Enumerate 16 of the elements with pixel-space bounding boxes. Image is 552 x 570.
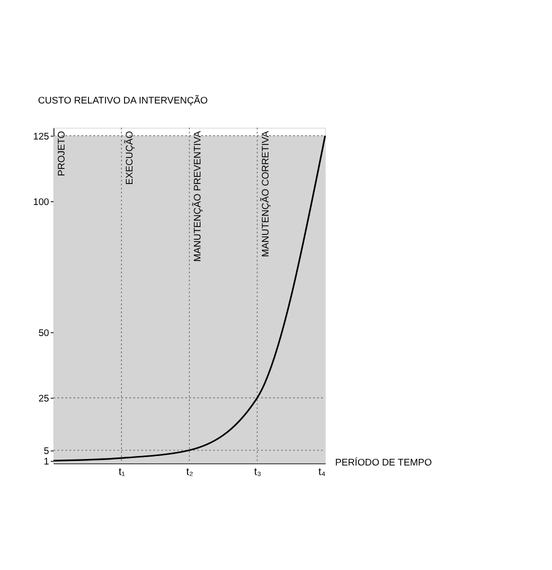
y-tick-label: 50	[38, 328, 50, 339]
x-tick-label: t₁	[118, 466, 126, 478]
y-tick-label: 1	[44, 456, 50, 468]
ref-line-label: EXECUÇÃO	[124, 131, 136, 185]
ref-line-label: MANUTENÇÃO PREVENTIVA	[192, 130, 204, 262]
ref-line-label: MANUTENÇÃO CORRETIVA	[259, 130, 272, 257]
y-tick-label: 5	[44, 446, 50, 457]
annotation: PROJETO	[56, 131, 68, 176]
x-tick-label: t₂	[186, 466, 194, 478]
y-tick-label: 100	[33, 196, 50, 208]
y-axis-title: CUSTO RELATIVO DA INTERVENÇÃO	[38, 94, 208, 106]
x-tick-label: t₄	[318, 466, 326, 478]
y-tick-label: 125	[33, 131, 50, 142]
y-tick-label: 25	[38, 393, 50, 404]
x-axis-title: PERÍODO DE TEMPO	[335, 456, 432, 468]
x-tick-label: t₃	[254, 466, 262, 478]
